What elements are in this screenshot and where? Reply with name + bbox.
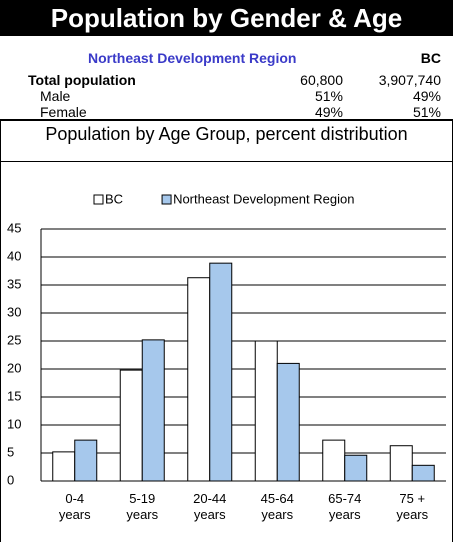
cell-value: 51% — [412, 104, 441, 120]
divider — [0, 119, 453, 120]
section-title: Population by Age Group, percent distrib… — [0, 120, 453, 162]
bar — [344, 454, 368, 482]
x-tick-label: 0-4 years — [58, 491, 91, 522]
chart-area: 0 5 10 15 20 25 30 35 40 45 BC Northeast Developmen… — [0, 162, 453, 542]
chart: 0 5 10 15 20 25 30 35 40 45 BC Northeast Developmen… — [7, 191, 446, 487]
row-label: Male — [40, 88, 71, 104]
row-label: Female — [40, 104, 87, 120]
legend-label: Northeast Development Region — [173, 191, 354, 206]
bar — [209, 262, 233, 482]
bar — [52, 451, 76, 482]
bar — [74, 439, 98, 482]
bar — [119, 369, 143, 482]
legend-swatch — [93, 194, 104, 205]
bar — [187, 277, 211, 482]
x-tick-label: 5-19 years — [126, 491, 159, 522]
y-tick-label: 0 — [7, 472, 14, 487]
y-tick-label: 10 — [7, 416, 21, 431]
bar — [389, 445, 413, 482]
y-tick-label: 35 — [7, 276, 21, 291]
legend-swatch — [161, 194, 172, 205]
row-label: Total population — [28, 72, 136, 88]
bar — [254, 340, 278, 482]
y-tick-label: 45 — [7, 220, 21, 235]
column-header: Northeast Development Region — [88, 50, 297, 66]
y-tick-label: 15 — [7, 388, 21, 403]
cell-value: 3,907,740 — [378, 72, 441, 88]
x-tick-label: 75 + years — [396, 491, 429, 522]
bar — [411, 464, 435, 482]
cell-value: 49% — [412, 88, 441, 104]
bar — [141, 339, 165, 482]
y-tick-label: 40 — [7, 248, 21, 263]
legend-label: BC — [105, 191, 123, 206]
cell-value: 60,800 — [300, 72, 343, 88]
x-tick-label: 20-44 years — [193, 491, 227, 522]
page-title: Population by Gender & Age — [0, 0, 453, 36]
y-tick-label: 20 — [7, 360, 21, 375]
column-header: BC — [420, 50, 441, 66]
y-tick-label: 25 — [7, 332, 21, 347]
bar — [276, 362, 300, 482]
bar — [322, 439, 346, 482]
y-tick-label: 30 — [7, 304, 21, 319]
x-tick-label: 45-64 years — [260, 491, 294, 522]
cell-value: 51% — [314, 88, 343, 104]
cell-value: 49% — [314, 104, 343, 120]
x-tick-label: 65-74 years — [328, 491, 362, 522]
y-tick-label: 5 — [7, 444, 14, 459]
